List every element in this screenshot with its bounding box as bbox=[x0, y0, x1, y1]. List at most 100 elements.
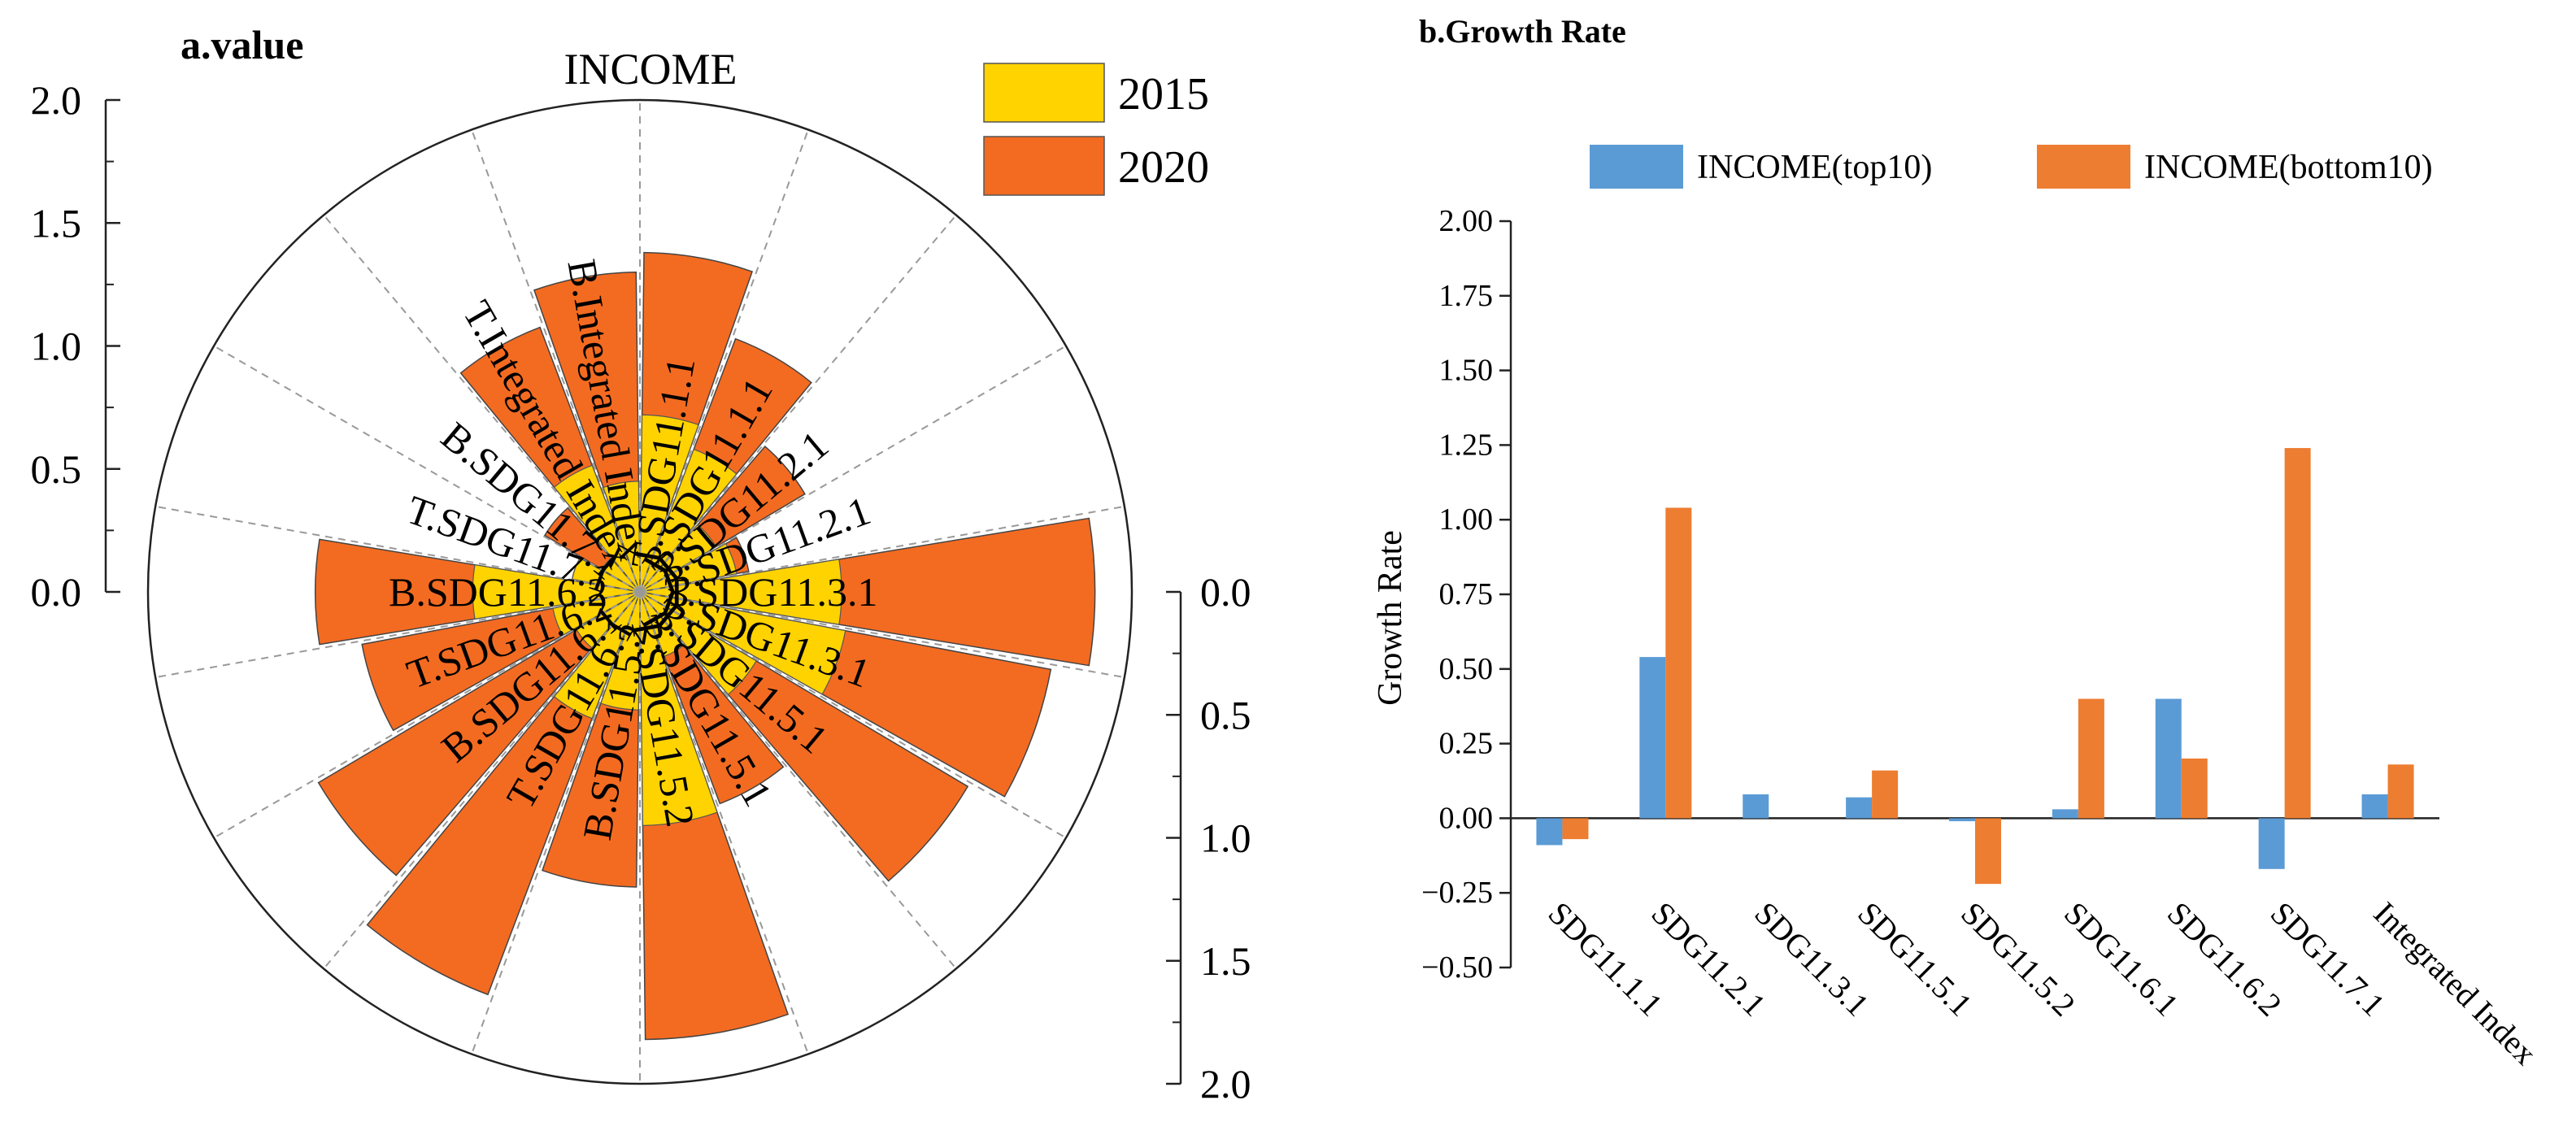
left-axis-tick-label: 0.0 bbox=[31, 569, 82, 615]
left-axis-tick-label: 1.5 bbox=[31, 200, 82, 246]
right-axis-tick-label: 0.5 bbox=[1200, 692, 1251, 737]
growth-x-tick-labels: SDG11.1.1SDG11.2.1SDG11.3.1SDG11.5.1SDG1… bbox=[1542, 894, 2544, 1072]
bar-INCOME(bottom10)-SDG11.6.1 bbox=[2078, 698, 2104, 819]
wedge-2015-B.SDG11.5.1 bbox=[639, 591, 685, 658]
wedge-2015-T.SDG11.7.1 bbox=[572, 557, 641, 593]
growth-rate-panel: b.Growth Rate INCOME(top10) INCOME(bottom… bbox=[1372, 13, 2544, 1072]
bar-INCOME(bottom10)-SDG11.5.1 bbox=[1872, 770, 1899, 819]
wedge-2020-B.SDG11.6.1 bbox=[317, 591, 641, 876]
polar-spoke bbox=[639, 214, 957, 593]
polar-grid bbox=[146, 98, 1134, 1085]
legend-swatch-INCOME(top10) bbox=[1590, 145, 1683, 189]
wedge-2015-B.SDG11.6.2 bbox=[472, 564, 641, 620]
left-axis-tick-label: 0.5 bbox=[31, 446, 82, 492]
x-tick-label-Integrated Index: Integrated Index bbox=[2367, 894, 2544, 1072]
y-axis-tick-label: 2.00 bbox=[1439, 204, 1494, 238]
bar-INCOME(top10)-SDG11.6.1 bbox=[2052, 809, 2078, 819]
polar-spoke bbox=[639, 591, 1125, 679]
bar-INCOME(top10)-SDG11.1.1 bbox=[1536, 818, 1563, 846]
wedge-2015-B.SDG11.5.2 bbox=[600, 591, 641, 711]
left-axis-tick-label: 2.0 bbox=[31, 77, 82, 123]
legend-label-2020: 2020 bbox=[1118, 142, 1209, 193]
wedge-2015-B.Integrated Index bbox=[603, 481, 641, 593]
wedge-2015-B.SDG11.1.1 bbox=[639, 448, 738, 593]
bar-INCOME(top10)-Integrated Index bbox=[2361, 794, 2388, 819]
polar-chart-title: a.value bbox=[181, 22, 303, 67]
growth-y-axis-label: Growth Rate bbox=[1372, 530, 1409, 706]
bar-INCOME(bottom10)-Integrated Index bbox=[2387, 764, 2414, 819]
polar-spoke bbox=[323, 214, 641, 593]
polar-radial-axis-right: 0.0 0.5 1.0 1.5 2.0 bbox=[1166, 569, 1251, 1107]
growth-bars bbox=[1536, 448, 2414, 885]
wedge-2015-T.SDG11.5.1 bbox=[639, 591, 757, 696]
polar-wedges bbox=[314, 251, 1096, 1041]
wedge-2015-T.SDG11.2.1 bbox=[639, 524, 717, 593]
y-axis-tick-label: 0.25 bbox=[1439, 727, 1494, 761]
left-axis-tick-label: 1.0 bbox=[31, 324, 82, 369]
right-axis-tick-label: 1.5 bbox=[1200, 938, 1251, 984]
y-axis-tick-label: 0.75 bbox=[1439, 577, 1494, 611]
polar-spoke bbox=[471, 591, 641, 1055]
wedge-2020-T.SDG11.3.1 bbox=[639, 517, 1096, 667]
bar-INCOME(top10)-SDG11.2.1 bbox=[1639, 657, 1666, 819]
bar-INCOME(bottom10)-SDG11.6.2 bbox=[2181, 758, 2208, 819]
polar-spoke bbox=[639, 591, 809, 1055]
bar-INCOME(top10)-SDG11.5.2 bbox=[1949, 818, 1975, 822]
legend-label-INCOME(top10): INCOME(top10) bbox=[1697, 149, 1932, 186]
y-axis-tick-label: 1.75 bbox=[1439, 279, 1494, 313]
y-axis-tick-label: 1.50 bbox=[1439, 354, 1494, 388]
polar-spoke bbox=[323, 591, 641, 970]
legend-swatch-2015 bbox=[983, 63, 1105, 123]
growth-chart-title: b.Growth Rate bbox=[1419, 13, 1626, 50]
polar-spoke bbox=[155, 505, 641, 593]
polar-spoke bbox=[213, 345, 641, 593]
y-axis-tick-label: 0.00 bbox=[1439, 801, 1494, 835]
right-axis-tick-label: 0.0 bbox=[1200, 569, 1251, 615]
y-axis-tick-label: −0.50 bbox=[1421, 950, 1493, 985]
legend-label-2015: 2015 bbox=[1118, 69, 1209, 120]
y-axis-tick-label: 1.00 bbox=[1439, 502, 1494, 537]
polar-outer-ring bbox=[146, 98, 1134, 1085]
polar-spoke bbox=[155, 591, 641, 679]
bar-INCOME(top10)-SDG11.7.1 bbox=[2258, 818, 2285, 869]
polar-category-labels: T.SDG11.1.1B.SDG11.1.1T.SDG11.2.1B.SDG11… bbox=[389, 256, 878, 844]
growth-y-axis: −0.50 −0.25 0.00 0.25 0.50 0.75 1.00 1.25 1.50 1.… bbox=[1421, 204, 2439, 985]
polar-top-label: INCOME bbox=[564, 45, 738, 93]
polar-spoke bbox=[639, 591, 957, 970]
right-axis-tick-label: 2.0 bbox=[1200, 1061, 1251, 1107]
wedge-2015-T.SDG11.6.2 bbox=[552, 591, 641, 637]
wedge-2015-T.Integrated Index bbox=[553, 464, 641, 593]
wedge-2015-T.SDG11.1.1 bbox=[639, 414, 699, 593]
wedge-2015-T.SDG11.3.1 bbox=[639, 559, 842, 625]
bar-INCOME(bottom10)-SDG11.5.2 bbox=[1975, 818, 2001, 885]
polar-spoke bbox=[639, 129, 809, 593]
y-axis-tick-label: 1.25 bbox=[1439, 428, 1494, 462]
bar-INCOME(top10)-SDG11.5.1 bbox=[1846, 797, 1873, 819]
growth-legend: INCOME(top10) INCOME(bottom10) bbox=[1590, 145, 2433, 189]
polar-radial-axis-left: 0.0 0.5 1.0 1.5 2.0 bbox=[31, 77, 120, 615]
polar-spoke bbox=[213, 591, 641, 839]
legend-swatch-2020 bbox=[983, 136, 1105, 196]
bar-INCOME(bottom10)-SDG11.2.1 bbox=[1665, 507, 1692, 819]
y-axis-tick-label: 0.50 bbox=[1439, 652, 1494, 686]
polar-legend: 2015 2020 bbox=[983, 63, 1209, 196]
polar-label-B.SDG11.6.2: B.SDG11.6.2 bbox=[389, 569, 607, 615]
wedge-2015-T.SDG11.6.1 bbox=[553, 591, 641, 720]
polar-chart-panel: a.value T.SDG11.1.1B.SDG11.1.1T.SDG11.2.… bbox=[31, 22, 1251, 1107]
wedge-2015-B.SDG11.6.1 bbox=[576, 591, 641, 649]
wedge-2015-B.SDG11.3.1 bbox=[639, 591, 846, 695]
legend-label-INCOME(bottom10): INCOME(bottom10) bbox=[2144, 149, 2433, 186]
bar-INCOME(top10)-SDG11.3.1 bbox=[1743, 794, 1769, 819]
y-axis-tick-label: −0.25 bbox=[1421, 876, 1493, 910]
polar-spoke bbox=[639, 591, 1067, 839]
bar-INCOME(bottom10)-SDG11.7.1 bbox=[2284, 448, 2311, 819]
wedge-2015-B.SDG11.2.1 bbox=[639, 542, 738, 593]
polar-spoke bbox=[471, 129, 641, 593]
polar-spoke bbox=[639, 505, 1125, 593]
polar-label-T.SDG11.3.1: T.SDG11.3.1 bbox=[664, 569, 878, 615]
bar-INCOME(top10)-SDG11.6.2 bbox=[2155, 698, 2182, 819]
wedge-2015-T.SDG11.5.2 bbox=[639, 591, 718, 826]
polar-spoke bbox=[639, 345, 1067, 593]
legend-swatch-INCOME(bottom10) bbox=[2037, 145, 2130, 189]
